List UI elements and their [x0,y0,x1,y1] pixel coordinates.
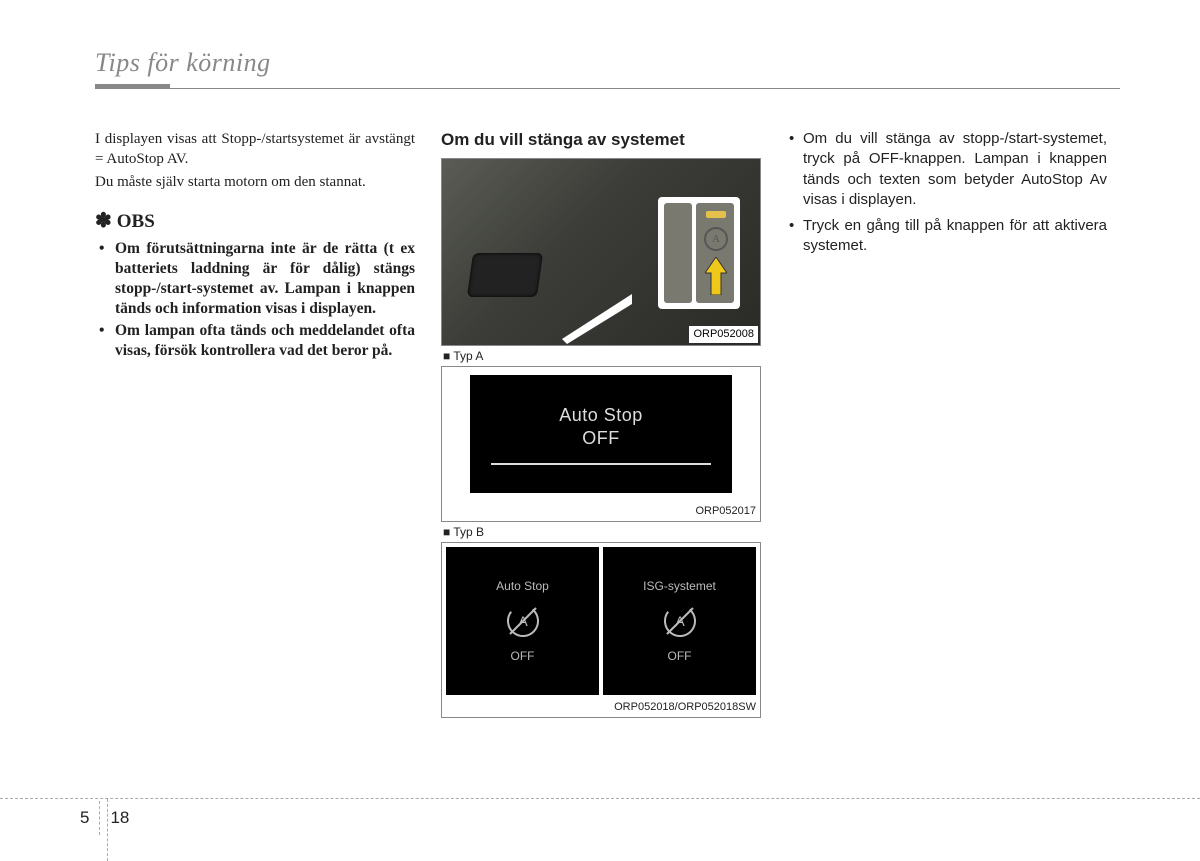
chapter-number: 5 [80,808,89,828]
button-panel-callout: A [658,197,740,309]
instruction-list: Om du vill stänga av stopp-/start-system… [787,129,1107,257]
display-b-right-off: OFF [668,648,692,664]
intro-p2: Du måste själv starta motorn om den stan… [95,172,415,192]
display-type-b: Auto Stop A OFF ISG-systemet A [441,542,761,718]
instruction-item: Om du vill stänga av stopp-/start-system… [787,129,1107,210]
display-b-right-label: ISG-systemet [643,578,716,594]
display-type-a: Auto Stop OFF ORP052017 [441,366,761,522]
display-a-bar [491,463,711,465]
page-in-chapter: 18 [110,808,129,828]
autostop-symbol-icon: A [704,227,728,251]
footer-rule [0,798,1200,799]
columns: I displayen visas att Stopp-/startsystem… [95,129,1120,718]
obs-list: Om förutsättningarna inte är de rätta (t… [95,239,415,362]
display-b-left-label: Auto Stop [496,578,549,594]
obs-item: Om förutsättningarna inte är de rätta (t… [95,239,415,320]
indicator-led [706,211,726,218]
panel-right-button: A [696,203,734,303]
section-title: Tips för körning [95,48,1120,78]
display-b-left-off: OFF [511,648,535,664]
up-arrow-icon [705,257,727,295]
display-b-left: Auto Stop A OFF [446,547,599,695]
display-b-right: ISG-systemet A OFF [603,547,756,695]
page-number: 5 18 [80,801,129,835]
instruction-item: Tryck en gång till på knappen för att ak… [787,216,1107,257]
subsection-heading: Om du vill stänga av systemet [441,129,761,152]
type-b-label: ■ Typ B [443,524,761,540]
column-3: Om du vill stänga av stopp-/start-system… [787,129,1107,718]
figure-ref: ORP052008 [689,326,758,343]
display-a-screen: Auto Stop OFF [470,375,732,493]
autostop-off-icon: A [502,600,544,642]
obs-heading-text: OBS [117,211,155,232]
display-a-line2: OFF [582,427,620,450]
autostop-off-icon: A [659,600,701,642]
dashboard-photo: A ORP052008 [441,158,761,346]
manual-page: Tips för körning I displayen visas att S… [0,0,1200,861]
figure-ref: ORP052018/ORP052018SW [614,700,756,715]
obs-heading: ✽ OBS [95,208,415,235]
obs-item: Om lampan ofta tänds och meddelandet oft… [95,321,415,361]
title-rule [95,84,1120,89]
panel-left-button [664,203,692,303]
air-vent [467,253,543,297]
intro-p1: I displayen visas att Stopp-/startsystem… [95,129,415,170]
page-separator [99,801,100,835]
type-a-label: ■ Typ A [443,348,761,364]
column-1: I displayen visas att Stopp-/startsystem… [95,129,415,718]
display-a-line1: Auto Stop [559,404,643,427]
figure-ref: ORP052017 [695,504,756,519]
column-2: Om du vill stänga av systemet A [441,129,761,718]
